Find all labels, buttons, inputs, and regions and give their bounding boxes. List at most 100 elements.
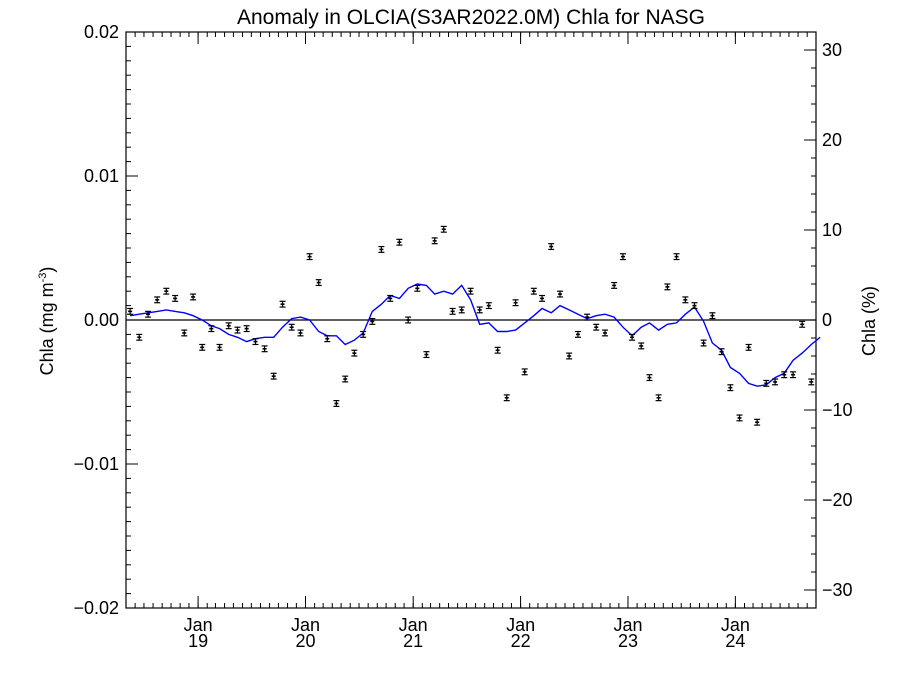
data-point: [638, 342, 645, 350]
data-point: [136, 333, 143, 341]
data-point: [414, 284, 421, 292]
data-point: [225, 322, 232, 330]
data-point: [387, 294, 394, 302]
chart-title: Anomaly in OLCIA(S3AR2022.0M) Chla for N…: [237, 6, 705, 29]
x-tick-label-month: Jan: [291, 615, 320, 635]
data-point: [494, 346, 501, 354]
data-point: [288, 323, 295, 331]
data-point: [745, 343, 752, 351]
data-point: [369, 317, 376, 325]
data-point: [261, 345, 268, 353]
data-point: [754, 418, 761, 426]
data-point: [709, 312, 716, 320]
data-point: [476, 306, 483, 314]
data-point: [736, 414, 743, 422]
data-point: [440, 225, 447, 233]
data-point: [467, 287, 474, 295]
y2-tick-label: 0: [822, 310, 832, 330]
data-point: [324, 335, 331, 343]
y2-tick-label: 30: [822, 40, 842, 60]
data-point: [781, 371, 788, 379]
x-tick-label-month: Jan: [184, 615, 213, 635]
y-tick-label: −0.01: [73, 454, 119, 474]
x-tick-label-year: 22: [511, 631, 531, 651]
data-point: [790, 371, 797, 379]
data-point: [629, 333, 636, 341]
data-point: [611, 281, 618, 289]
x-tick-label-month: Jan: [399, 615, 428, 635]
data-point: [172, 294, 179, 302]
y2-tick-label: −10: [822, 400, 853, 420]
y2-tick-label: −30: [822, 580, 853, 600]
data-point: [145, 310, 152, 318]
y-tick-label: 0.02: [84, 22, 119, 42]
data-point: [270, 372, 277, 380]
data-point: [208, 325, 215, 333]
data-point: [530, 287, 537, 295]
x-tick-label-year: 20: [295, 631, 315, 651]
data-point: [306, 253, 313, 261]
x-tick-label-year: 23: [618, 631, 638, 651]
y2-axis-title: Chla (%): [859, 286, 879, 356]
x-tick-label-year: 24: [725, 631, 745, 651]
data-point: [199, 343, 206, 351]
y-tick-label: 0.01: [84, 166, 119, 186]
data-point: [342, 375, 349, 383]
x-tick-label-month: Jan: [613, 615, 642, 635]
data-point: [154, 296, 161, 304]
data-point: [378, 245, 385, 253]
y2-tick-label: 10: [822, 220, 842, 240]
data-point: [243, 325, 250, 333]
data-point: [539, 294, 546, 302]
data-point: [691, 302, 698, 310]
y-tick-label: −0.02: [73, 598, 119, 618]
data-point: [405, 316, 412, 324]
data-point: [521, 368, 528, 376]
data-point: [216, 343, 223, 351]
x-tick-label-year: 21: [403, 631, 423, 651]
data-point: [279, 300, 286, 308]
data-point: [593, 323, 600, 331]
data-point: [449, 307, 456, 315]
data-point: [682, 296, 689, 304]
plot-area: 0.02 0.01 0.00 −0.01 −0.02 30 20 10 0 −10 −20 −30 Ja…: [73, 22, 852, 651]
data-point: [190, 293, 197, 301]
data-point: [574, 330, 581, 338]
y2-tick-label: 20: [822, 130, 842, 150]
data-point: [485, 302, 492, 310]
y-axis-title: Chla (mg m-3): [37, 267, 57, 376]
x-tick-label-month: Jan: [721, 615, 750, 635]
data-point: [808, 378, 815, 386]
data-point: [727, 384, 734, 392]
data-point: [351, 349, 358, 357]
data-point: [602, 329, 609, 337]
data-point: [127, 307, 134, 315]
data-point: [360, 330, 367, 338]
y-tick-label: 0.00: [84, 310, 119, 330]
data-point: [673, 253, 680, 261]
data-point: [431, 237, 438, 245]
data-point: [458, 306, 465, 314]
data-point: [557, 290, 564, 298]
y-axis-title-text: Chla (mg m: [37, 282, 57, 375]
data-point: [700, 339, 707, 347]
y-axis-title-superscript: -3: [37, 273, 49, 283]
data-point: [718, 348, 725, 356]
data-point: [234, 326, 241, 334]
data-point: [503, 394, 510, 402]
data-point: [799, 320, 806, 328]
data-point: [655, 394, 662, 402]
y2-tick-label: −20: [822, 490, 853, 510]
data-point: [584, 313, 591, 321]
data-point: [566, 352, 573, 360]
data-point: [297, 329, 304, 337]
data-point: [396, 238, 403, 246]
data-point: [512, 299, 519, 307]
y-axis-title-close: ): [37, 267, 57, 273]
x-tick-label-year: 19: [188, 631, 208, 651]
data-point: [763, 379, 770, 387]
data-point: [163, 287, 170, 295]
data-point: [664, 283, 671, 291]
